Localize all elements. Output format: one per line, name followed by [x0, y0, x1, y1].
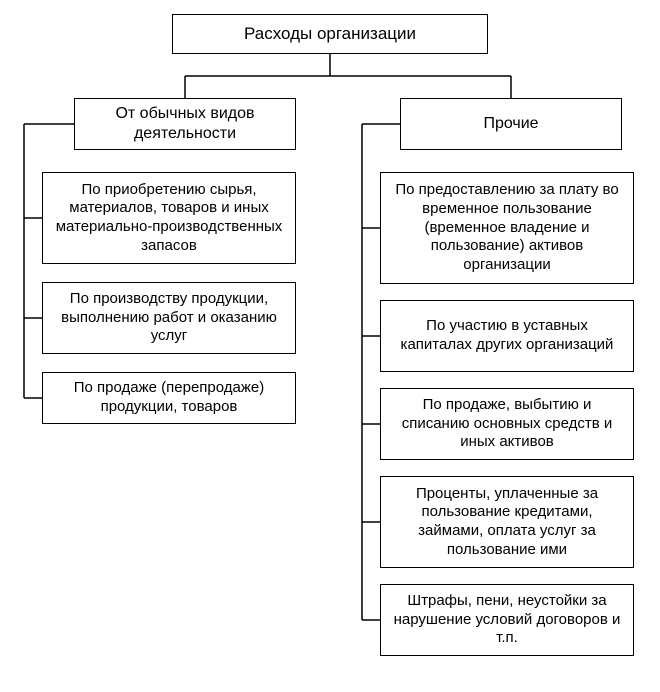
branch-0-item-2-label: По продаже (перепродаже) продукции, това… [53, 379, 285, 417]
branch-header-1: Прочие [400, 98, 622, 150]
branch-0-item-0: По приобретению сырья, материалов, товар… [42, 172, 296, 264]
branch-1-item-0: По предоставлению за плату во временное … [380, 172, 634, 284]
branch-1-item-4-label: Штрафы, пени, неустойки за нарушение усл… [391, 592, 623, 648]
branch-0-item-2: По продаже (перепродаже) продукции, това… [42, 372, 296, 424]
branch-1-item-0-label: По предоставлению за плату во временное … [391, 181, 623, 275]
branch-1-item-2: По продаже, выбытию и списанию основных … [380, 388, 634, 460]
branch-0-item-1-label: По производству продукции, выполнению ра… [53, 290, 285, 346]
branch-1-item-3: Проценты, уплаченные за пользование кред… [380, 476, 634, 568]
branch-1-item-3-label: Проценты, уплаченные за пользование кред… [391, 485, 623, 560]
root-label: Расходы организации [244, 23, 416, 44]
branch-1-item-1-label: По участию в уставных капиталах других о… [391, 317, 623, 355]
branch-header-1-label: Прочие [483, 114, 538, 134]
branch-1-item-1: По участию в уставных капиталах других о… [380, 300, 634, 372]
branch-1-item-4: Штрафы, пени, неустойки за нарушение усл… [380, 584, 634, 656]
branch-1-item-2-label: По продаже, выбытию и списанию основных … [391, 396, 623, 452]
branch-0-item-1: По производству продукции, выполнению ра… [42, 282, 296, 354]
branch-0-item-0-label: По приобретению сырья, материалов, товар… [53, 181, 285, 256]
root-node: Расходы организации [172, 14, 488, 54]
branch-header-0: От обычных видов деятельности [74, 98, 296, 150]
branch-header-0-label: От обычных видов деятельности [85, 104, 285, 144]
